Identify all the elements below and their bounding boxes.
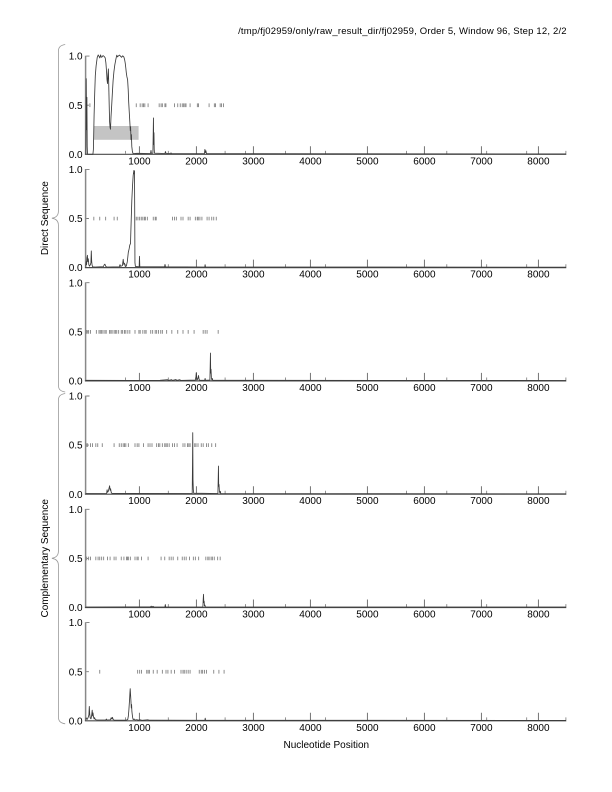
svg-text:2000: 2000 bbox=[185, 270, 208, 281]
svg-text:3000: 3000 bbox=[242, 383, 265, 394]
svg-text:4000: 4000 bbox=[299, 610, 322, 621]
svg-text:2000: 2000 bbox=[185, 156, 208, 167]
svg-text:5000: 5000 bbox=[356, 270, 379, 281]
svg-text:8000: 8000 bbox=[527, 270, 550, 281]
svg-text:Complementary Sequence: Complementary Sequence bbox=[40, 499, 51, 618]
svg-text:3000: 3000 bbox=[242, 496, 265, 507]
svg-text:1.0: 1.0 bbox=[69, 278, 83, 289]
svg-text:1000: 1000 bbox=[128, 270, 151, 281]
svg-text:0.5: 0.5 bbox=[69, 214, 83, 225]
svg-text:0.0: 0.0 bbox=[69, 603, 83, 614]
svg-text:1.0: 1.0 bbox=[69, 165, 83, 176]
svg-text:3000: 3000 bbox=[242, 723, 265, 734]
svg-text:0.0: 0.0 bbox=[69, 377, 83, 388]
svg-text:2000: 2000 bbox=[185, 496, 208, 507]
svg-text:6000: 6000 bbox=[413, 610, 436, 621]
svg-text:4000: 4000 bbox=[299, 496, 322, 507]
svg-text:4000: 4000 bbox=[299, 723, 322, 734]
svg-text:1000: 1000 bbox=[128, 610, 151, 621]
svg-text:3000: 3000 bbox=[242, 156, 265, 167]
svg-text:4000: 4000 bbox=[299, 270, 322, 281]
svg-text:0.5: 0.5 bbox=[69, 441, 83, 452]
svg-text:0.0: 0.0 bbox=[69, 716, 83, 727]
svg-text:7000: 7000 bbox=[470, 610, 493, 621]
svg-text:7000: 7000 bbox=[470, 496, 493, 507]
svg-text:4000: 4000 bbox=[299, 156, 322, 167]
svg-text:1.0: 1.0 bbox=[69, 618, 83, 629]
svg-text:5000: 5000 bbox=[356, 610, 379, 621]
svg-text:1000: 1000 bbox=[128, 383, 151, 394]
svg-text:5000: 5000 bbox=[356, 496, 379, 507]
svg-text:8000: 8000 bbox=[527, 610, 550, 621]
svg-text:6000: 6000 bbox=[413, 156, 436, 167]
svg-text:7000: 7000 bbox=[470, 723, 493, 734]
svg-text:8000: 8000 bbox=[527, 496, 550, 507]
svg-text:6000: 6000 bbox=[413, 723, 436, 734]
svg-text:0.0: 0.0 bbox=[69, 490, 83, 501]
svg-text:5000: 5000 bbox=[356, 723, 379, 734]
svg-text:1.0: 1.0 bbox=[69, 52, 83, 63]
svg-text:4000: 4000 bbox=[299, 383, 322, 394]
svg-text:0.5: 0.5 bbox=[69, 327, 83, 338]
svg-text:0.5: 0.5 bbox=[69, 554, 83, 565]
svg-text:1000: 1000 bbox=[128, 156, 151, 167]
svg-text:Direct Sequence: Direct Sequence bbox=[40, 181, 51, 255]
svg-text:6000: 6000 bbox=[413, 383, 436, 394]
svg-text:6000: 6000 bbox=[413, 496, 436, 507]
svg-text:0.5: 0.5 bbox=[69, 101, 83, 112]
svg-text:3000: 3000 bbox=[242, 610, 265, 621]
svg-text:1.0: 1.0 bbox=[69, 392, 83, 403]
svg-text:0.0: 0.0 bbox=[69, 263, 83, 274]
svg-text:2000: 2000 bbox=[185, 383, 208, 394]
svg-text:1.0: 1.0 bbox=[69, 505, 83, 516]
svg-text:7000: 7000 bbox=[470, 270, 493, 281]
svg-text:2000: 2000 bbox=[185, 723, 208, 734]
svg-text:7000: 7000 bbox=[470, 156, 493, 167]
svg-text:5000: 5000 bbox=[356, 383, 379, 394]
svg-text:3000: 3000 bbox=[242, 270, 265, 281]
svg-text:8000: 8000 bbox=[527, 383, 550, 394]
svg-text:5000: 5000 bbox=[356, 156, 379, 167]
svg-text:0.0: 0.0 bbox=[69, 150, 83, 161]
svg-text:1000: 1000 bbox=[128, 723, 151, 734]
svg-text:Nucleotide Position: Nucleotide Position bbox=[283, 740, 369, 751]
svg-text:2000: 2000 bbox=[185, 610, 208, 621]
svg-text:0.5: 0.5 bbox=[69, 667, 83, 678]
svg-text:/tmp/fj02959/only/raw_result_d: /tmp/fj02959/only/raw_result_dir/fj02959… bbox=[238, 26, 566, 37]
svg-text:8000: 8000 bbox=[527, 156, 550, 167]
svg-text:6000: 6000 bbox=[413, 270, 436, 281]
svg-text:7000: 7000 bbox=[470, 383, 493, 394]
svg-text:1000: 1000 bbox=[128, 496, 151, 507]
svg-text:8000: 8000 bbox=[527, 723, 550, 734]
